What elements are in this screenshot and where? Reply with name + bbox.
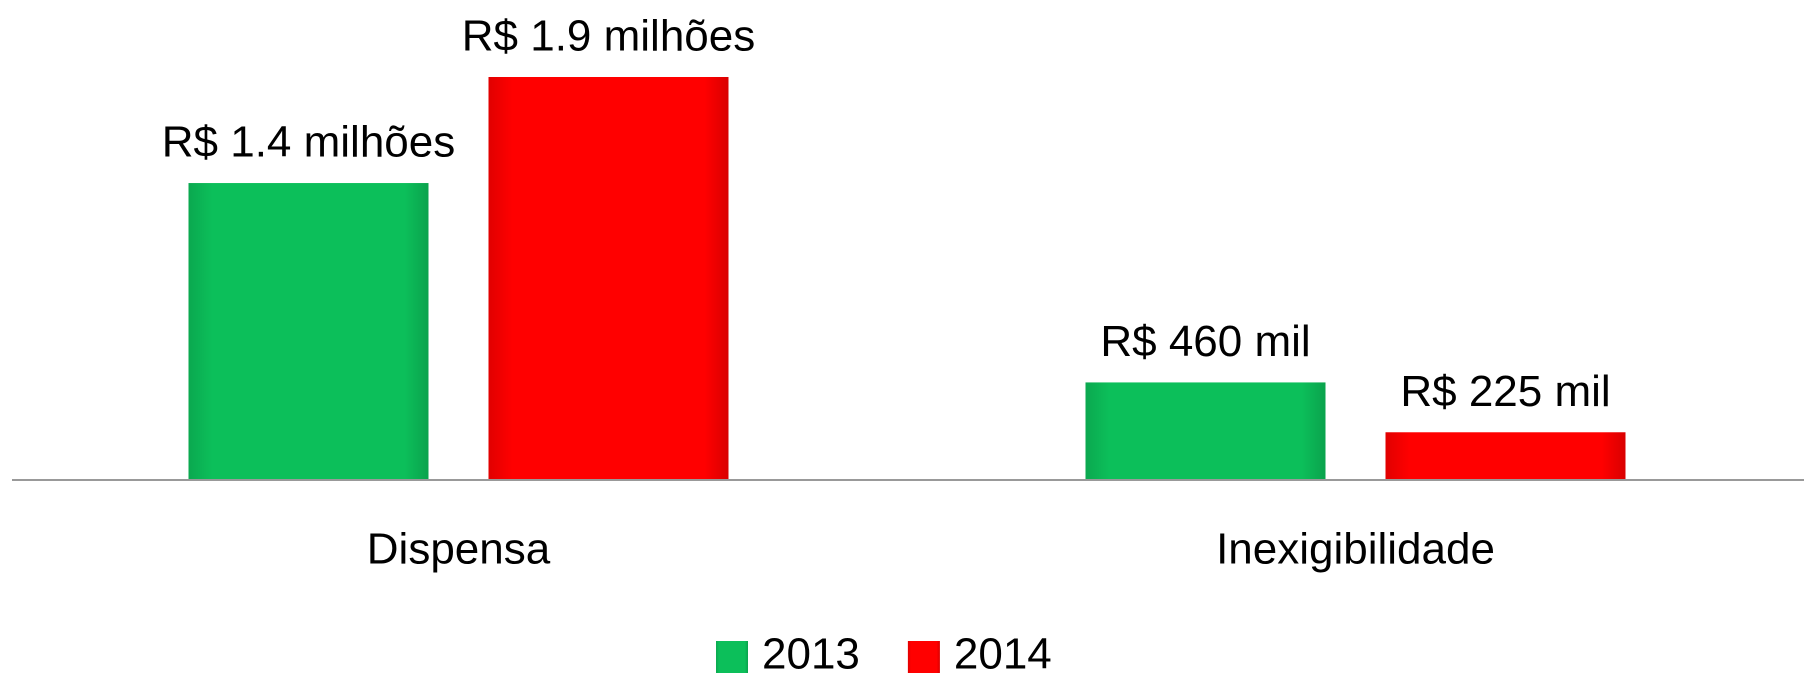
data-label: R$ 460 mil xyxy=(1100,317,1310,366)
bar xyxy=(1385,432,1626,480)
data-label: R$ 1.4 milhões xyxy=(162,118,455,167)
bar xyxy=(488,77,729,480)
bar xyxy=(1085,382,1326,480)
data-label: R$ 1.9 milhões xyxy=(462,12,755,61)
bar xyxy=(188,183,429,481)
x-tick-label: Inexigibilidade xyxy=(1216,525,1495,574)
legend-label: 2014 xyxy=(954,630,1052,678)
data-label: R$ 225 mil xyxy=(1400,367,1610,416)
legend-label: 2013 xyxy=(762,630,860,678)
legend-swatch-shade xyxy=(907,641,940,673)
x-tick-label: Dispensa xyxy=(367,525,551,574)
legend-swatch-shade xyxy=(716,641,748,673)
